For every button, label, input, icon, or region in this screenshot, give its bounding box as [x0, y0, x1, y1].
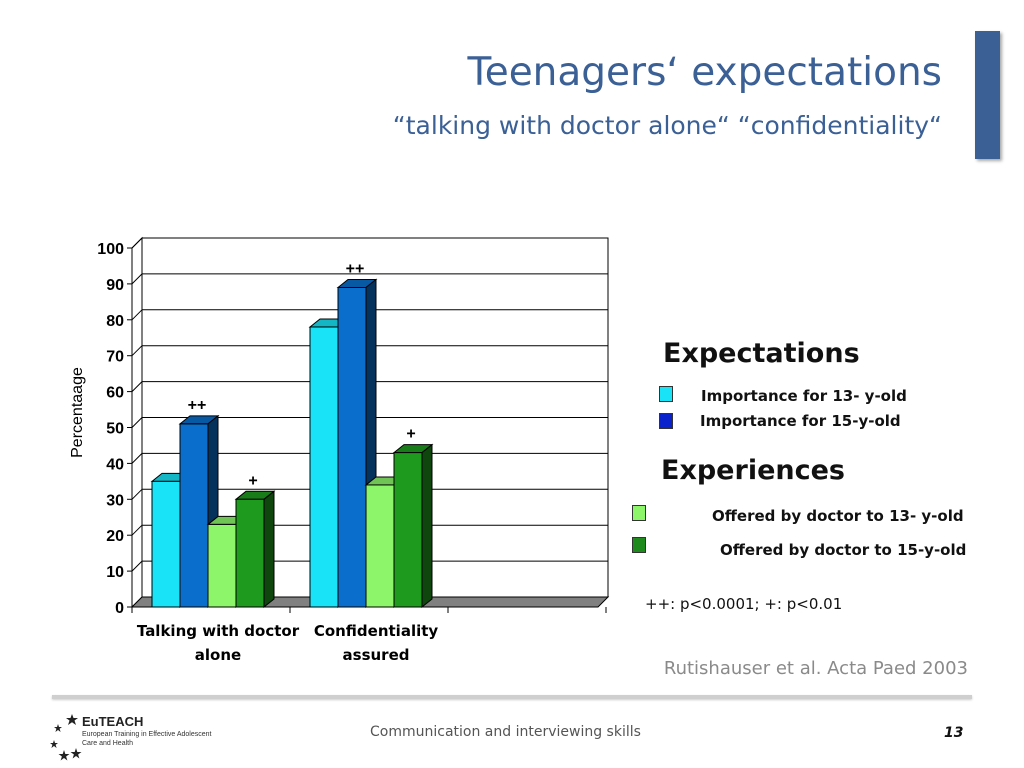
gridline-side: [131, 453, 143, 464]
y-tick-label: 20: [106, 528, 124, 545]
bar-side: [421, 443, 433, 609]
legend-swatch-15-importance: [659, 413, 673, 429]
legend-heading-experiences: Experiences: [661, 455, 845, 486]
y-tick-label: 90: [106, 277, 124, 294]
y-tick-label: 40: [106, 456, 124, 473]
legend-swatch-13-importance: [659, 386, 673, 402]
page-number: 13: [944, 725, 964, 741]
slide-subtitle: “talking with doctor alone“ “confidentia…: [392, 111, 942, 140]
slide-title: Teenagers‘ expectations: [467, 50, 943, 95]
significance-note: ++: p<0.0001; +: p<0.01: [645, 595, 843, 613]
legend-label-13-importance: Importance for 13- y-old: [701, 387, 907, 405]
bar: [365, 484, 395, 608]
x-tick-label: Talking with doctor: [137, 622, 300, 640]
gridline-side: [131, 237, 143, 249]
gridline-side: [131, 488, 143, 500]
y-tick-label: 50: [106, 421, 124, 438]
legend-label-13-offered: Offered by doctor to 13- y-old: [712, 507, 964, 525]
legend-heading-expectations: Expectations: [663, 338, 860, 369]
y-tick-label: 10: [106, 564, 124, 581]
y-tick-label: 0: [115, 600, 124, 617]
gridline-side: [131, 524, 143, 536]
bar: [337, 286, 367, 608]
accent-bar: [975, 31, 1000, 159]
significance-marker: +: [248, 472, 257, 489]
legend-swatch-15-offered: [632, 537, 646, 553]
legend-label-15-offered: Offered by doctor to 15-y-old: [720, 541, 967, 559]
gridline-side: [131, 273, 143, 285]
y-tick-label: 30: [106, 492, 124, 509]
gridline-side: [131, 309, 143, 321]
x-tick-label: assured: [343, 646, 410, 664]
gridline-side: [131, 560, 143, 572]
y-tick-label: 80: [106, 313, 124, 330]
y-tick-label: 100: [97, 241, 124, 258]
logo-line-1: European Training in Effective Adolescen…: [82, 731, 212, 738]
bar: [393, 452, 423, 608]
gridline-side: [131, 381, 143, 392]
gridline-side: [131, 417, 143, 428]
stars-icon: [50, 714, 82, 761]
legend-label-15-importance: Importance for 15-y-old: [700, 412, 901, 430]
bar: [179, 423, 209, 608]
y-axis-label: Percentaage: [69, 367, 86, 458]
bar: [235, 498, 265, 608]
euteach-logo: EuTEACH European Training in Effective A…: [48, 712, 238, 764]
footer-divider: [52, 695, 972, 699]
citation: Rutishauser et al. Acta Paed 2003: [663, 658, 968, 679]
bar: [207, 523, 237, 608]
significance-marker: +: [406, 426, 415, 443]
significance-marker: ++: [346, 260, 365, 277]
bar-side: [263, 490, 275, 609]
y-tick-label: 60: [106, 385, 124, 402]
footer-text: Communication and interviewing skills: [370, 724, 641, 740]
x-tick-label: alone: [195, 646, 241, 664]
bar: [309, 326, 339, 608]
logo-line-2: Care and Health: [82, 740, 133, 747]
y-tick-label: 70: [106, 349, 124, 366]
bar: [151, 480, 181, 608]
x-tick-label: Confidentiality: [314, 622, 439, 640]
legend-swatch-13-offered: [632, 505, 646, 521]
gridline-side: [131, 345, 143, 357]
significance-marker: ++: [188, 397, 207, 414]
logo-name: EuTEACH: [82, 714, 144, 729]
